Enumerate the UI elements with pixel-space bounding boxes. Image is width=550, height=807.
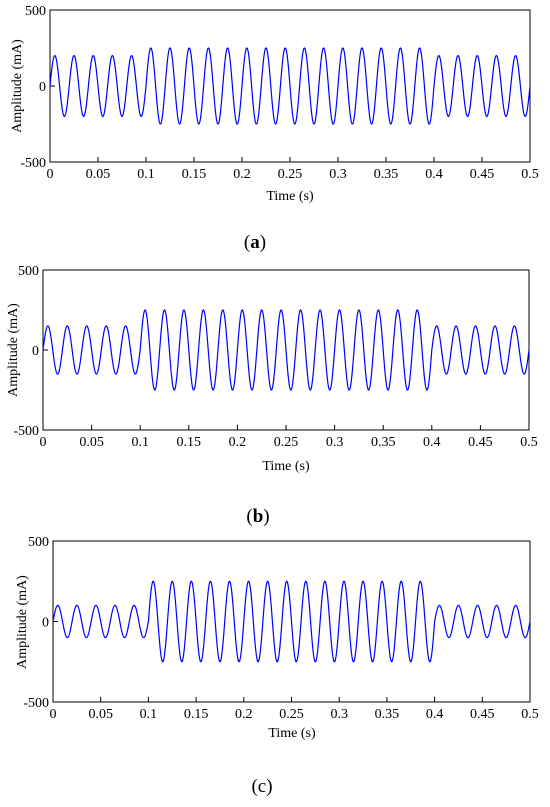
panel-caption: (b) xyxy=(246,506,269,527)
y-tick-label: 500 xyxy=(25,4,46,19)
series-line xyxy=(52,580,531,663)
y-tick-label: 500 xyxy=(18,264,39,279)
x-tick-label: 0.1 xyxy=(140,707,158,722)
y-axis-ticks: -500 0 500 xyxy=(20,4,55,171)
x-tick-label: 0.25 xyxy=(279,707,304,722)
series-group xyxy=(42,309,530,391)
panel-caption-letter: a xyxy=(250,232,260,253)
panel-caption-letter: b xyxy=(253,506,264,527)
x-tick-label: 0.4 xyxy=(423,435,441,450)
chart-panel-a: 0 0.05 0.1 0.15 0.2 0.25 0.3 0.35 0.4 0.45 0.5 -50… xyxy=(10,4,539,253)
x-tick-label: 0.3 xyxy=(326,435,344,450)
x-tick-label: 0.25 xyxy=(274,435,299,450)
x-tick-label: 0.2 xyxy=(229,435,247,450)
y-axis-label: Amplitude (mA) xyxy=(15,575,30,669)
x-tick-label: 0.2 xyxy=(233,167,251,182)
y-tick-label: 0 xyxy=(32,344,39,359)
x-tick-label: 0.3 xyxy=(329,167,347,182)
x-tick-label: 0.1 xyxy=(131,435,149,450)
y-tick-label: -500 xyxy=(20,156,46,171)
x-tick-label: 0.45 xyxy=(468,435,493,450)
x-tick-label: 0.15 xyxy=(182,167,207,182)
x-axis-label: Time (s) xyxy=(262,459,310,474)
x-axis-label: Time (s) xyxy=(268,726,316,741)
x-tick-label: 0 xyxy=(47,167,54,182)
x-tick-label: 0.4 xyxy=(426,707,444,722)
panel-caption: (a) xyxy=(244,232,266,253)
y-tick-label: 0 xyxy=(42,616,49,631)
y-axis-ticks: -500 0 500 xyxy=(13,264,48,439)
series-group xyxy=(49,47,531,125)
x-tick-label: 0.4 xyxy=(425,167,443,182)
x-tick-label: 0.3 xyxy=(330,707,348,722)
x-tick-label: 0.15 xyxy=(184,707,209,722)
x-tick-label: 0.2 xyxy=(235,707,253,722)
x-tick-label: 0.05 xyxy=(86,167,111,182)
series-line xyxy=(42,309,530,391)
x-tick-label: 0.15 xyxy=(177,435,202,450)
x-tick-label: 0 xyxy=(50,707,57,722)
x-axis-ticks: 0 0.05 0.1 0.15 0.2 0.25 0.3 0.35 0.4 0.45 0.5 xyxy=(40,425,538,450)
panel-caption: (c) xyxy=(251,776,272,797)
x-tick-label: 0.45 xyxy=(470,167,495,182)
x-tick-label: 0.25 xyxy=(278,167,303,182)
x-tick-label: 0.35 xyxy=(375,707,400,722)
x-tick-label: 0.05 xyxy=(88,707,113,722)
x-tick-label: 0.45 xyxy=(470,707,495,722)
x-axis-ticks: 0 0.05 0.1 0.15 0.2 0.25 0.3 0.35 0.4 0.45 0.5 xyxy=(50,697,539,722)
panel-caption-letter: c xyxy=(258,776,266,797)
y-axis-label: Amplitude (mA) xyxy=(6,303,21,397)
x-tick-label: 0.5 xyxy=(521,707,539,722)
y-axis-label: Amplitude (mA) xyxy=(10,39,25,133)
x-tick-label: 0.5 xyxy=(521,167,539,182)
x-tick-label: 0.05 xyxy=(79,435,104,450)
x-tick-label: 0.5 xyxy=(520,435,538,450)
series-line xyxy=(49,47,531,125)
y-tick-label: 0 xyxy=(39,80,46,95)
x-tick-label: 0.1 xyxy=(137,167,155,182)
y-tick-label: -500 xyxy=(13,424,39,439)
series-group xyxy=(52,580,531,663)
y-axis-ticks: -500 0 500 xyxy=(23,535,58,711)
x-tick-label: 0 xyxy=(40,435,47,450)
x-tick-label: 0.35 xyxy=(374,167,399,182)
y-tick-label: 500 xyxy=(28,535,49,550)
chart-panel-c: 0 0.05 0.1 0.15 0.2 0.25 0.3 0.35 0.4 0.45 0.5 -50… xyxy=(15,535,539,797)
x-axis-label: Time (s) xyxy=(266,189,314,204)
x-tick-label: 0.35 xyxy=(371,435,396,450)
x-axis-ticks: 0 0.05 0.1 0.15 0.2 0.25 0.3 0.35 0.4 0.45 0.5 xyxy=(47,157,539,182)
y-tick-label: -500 xyxy=(23,696,49,711)
chart-panel-b: 0 0.05 0.1 0.15 0.2 0.25 0.3 0.35 0.4 0.45 0.5 -50… xyxy=(6,264,538,527)
